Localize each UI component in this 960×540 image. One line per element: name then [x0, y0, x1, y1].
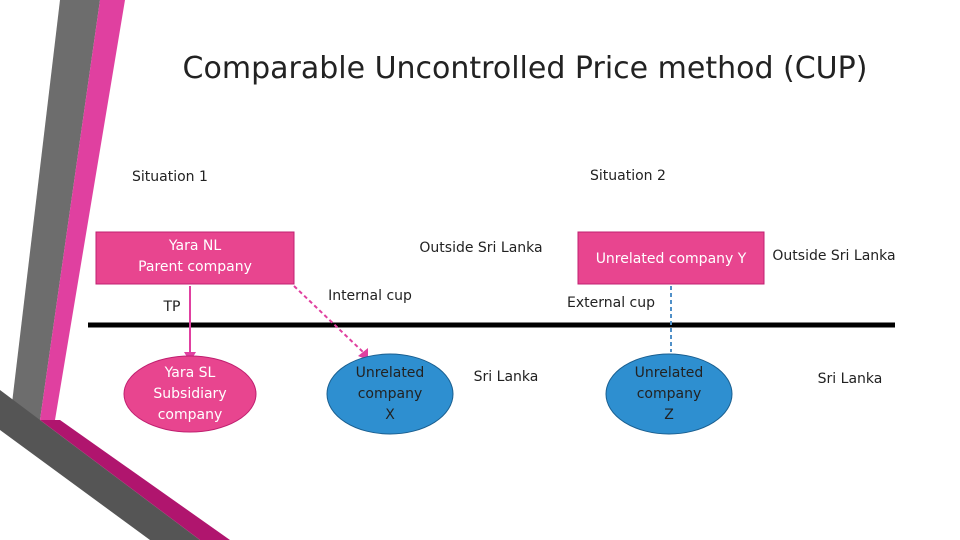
- external-label: External cup: [567, 295, 655, 311]
- unrelated-x-node: [326, 353, 454, 435]
- parent-box: [95, 231, 295, 285]
- title: Comparable Uncontrolled Price method (CU…: [183, 51, 868, 86]
- deco-gray: [10, 0, 100, 420]
- parent-label: Yara NL Parent company: [138, 238, 252, 275]
- tp-label: TP: [163, 299, 181, 315]
- situation-label: Situation 1: [132, 169, 208, 185]
- inside-label: Sri Lanka: [818, 371, 883, 387]
- unrelated-z-label: Unrelated company Z: [635, 365, 704, 423]
- subsidiary-label: Yara SL Subsidiary company: [153, 365, 226, 423]
- outside-label: Outside Sri Lanka: [419, 240, 542, 256]
- outside-label: Outside Sri Lanka: [772, 248, 895, 264]
- subsidiary-node: [123, 355, 257, 433]
- inside-label: Sri Lanka: [474, 369, 539, 385]
- internal-label: Internal cup: [328, 288, 412, 304]
- unrelated-y-label: Unrelated company Y: [596, 251, 747, 267]
- unrelated-y-box: [577, 231, 765, 285]
- unrelated-x-label: Unrelated company X: [356, 365, 425, 423]
- situation-label: Situation 2: [590, 168, 666, 184]
- unrelated-z-node: [605, 353, 733, 435]
- deco-pink2: [40, 420, 230, 540]
- deco-pink: [40, 0, 125, 420]
- internal-arrow: [293, 285, 364, 353]
